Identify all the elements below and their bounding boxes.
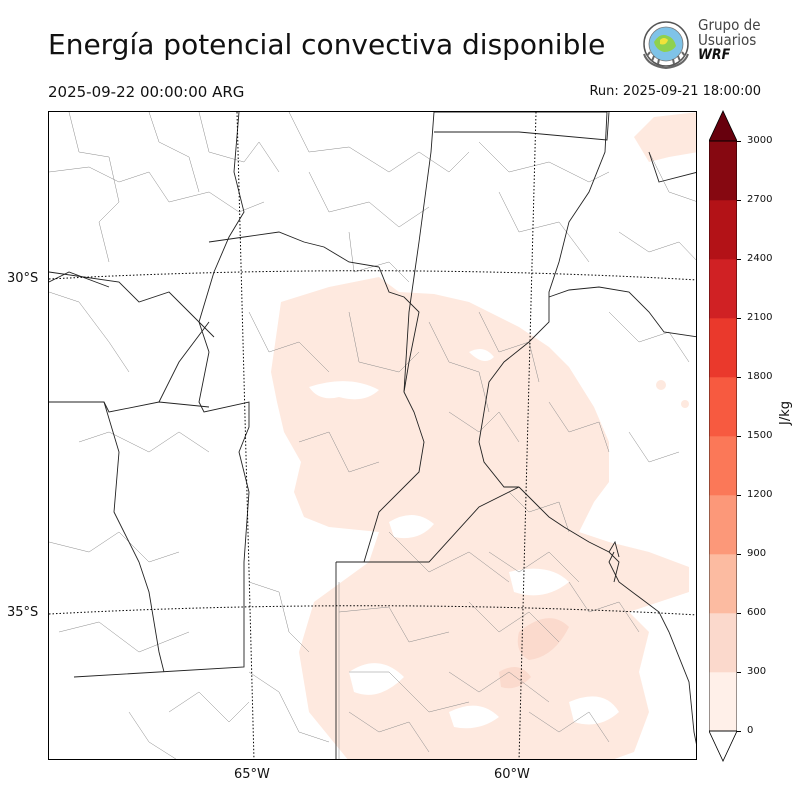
colorbar-tick-label: 1500: [747, 430, 773, 441]
logo-line1: Grupo de: [698, 16, 761, 34]
run-time: Run: 2025-09-21 18:00:00: [589, 84, 761, 99]
colorbar-under-arrow: [709, 730, 737, 762]
colorbar-tick-mark: [737, 613, 741, 614]
lat-label-30s: 30°S: [7, 271, 39, 286]
colorbar-band: [709, 672, 737, 732]
colorbar-band: [709, 377, 737, 437]
coastline: [608, 540, 696, 745]
colorbar-tick-mark: [737, 672, 741, 673]
lon-label-60w: 60°W: [494, 767, 530, 782]
colorbar-tick-mark: [737, 436, 741, 437]
colorbar-over-arrow: [709, 110, 737, 142]
cape-shading: [271, 112, 696, 759]
department-borders: [49, 112, 696, 759]
colorbar-tick-label: 1800: [747, 371, 773, 382]
colorbar-tick-label: 0: [747, 725, 754, 736]
colorbar-band: [709, 200, 737, 260]
colorbar-tick-mark: [737, 259, 741, 260]
colorbar-tick-label: 2700: [747, 194, 773, 205]
colorbar-band: [709, 141, 737, 201]
lon-label-65w: 65°W: [234, 767, 270, 782]
colorbar-tick-label: 2100: [747, 312, 773, 323]
colorbar-tick-label: 1200: [747, 489, 773, 500]
colorbar-band: [709, 554, 737, 614]
colorbar-unit: J/kg: [778, 401, 793, 425]
colorbar-frame: [709, 140, 737, 732]
logo-line3: WRF: [698, 47, 731, 63]
wrf-globe-icon: [643, 21, 689, 70]
colorbar-band: [709, 318, 737, 378]
colorbar-band: [709, 259, 737, 319]
colorbar-tick-mark: [737, 377, 741, 378]
colorbar-tick-label: 300: [747, 666, 767, 677]
colorbar-band: [709, 613, 737, 673]
colorbar-tick-label: 2400: [747, 253, 773, 264]
colorbar-tick-mark: [737, 554, 741, 555]
colorbar-tick-label: 900: [747, 548, 767, 559]
colorbar-tick-mark: [737, 495, 741, 496]
valid-time: 2025-09-22 00:00:00 ARG: [48, 83, 245, 101]
map-title: Energía potencial convectiva disponible: [48, 28, 606, 61]
colorbar: [709, 110, 737, 762]
colorbar-tick-label: 3000: [747, 135, 773, 146]
colorbar-band: [709, 495, 737, 555]
cape-level2: [499, 618, 569, 689]
graticule: [49, 112, 696, 759]
colorbar-tick-mark: [737, 318, 741, 319]
colorbar-tick-mark: [737, 200, 741, 201]
colorbar-bands: [709, 141, 737, 732]
cape-map: [49, 112, 696, 759]
colorbar-tick-mark: [737, 141, 741, 142]
logo-line2: Usuarios: [698, 31, 757, 49]
map-panel: [48, 111, 697, 760]
colorbar-tick-label: 600: [747, 607, 767, 618]
lat-label-35s: 35°S: [7, 605, 39, 620]
wrf-logo: Grupo de Usuarios WRF: [638, 18, 763, 70]
province-borders: [49, 112, 696, 759]
colorbar-tick-mark: [737, 731, 741, 732]
colorbar-band: [709, 436, 737, 496]
